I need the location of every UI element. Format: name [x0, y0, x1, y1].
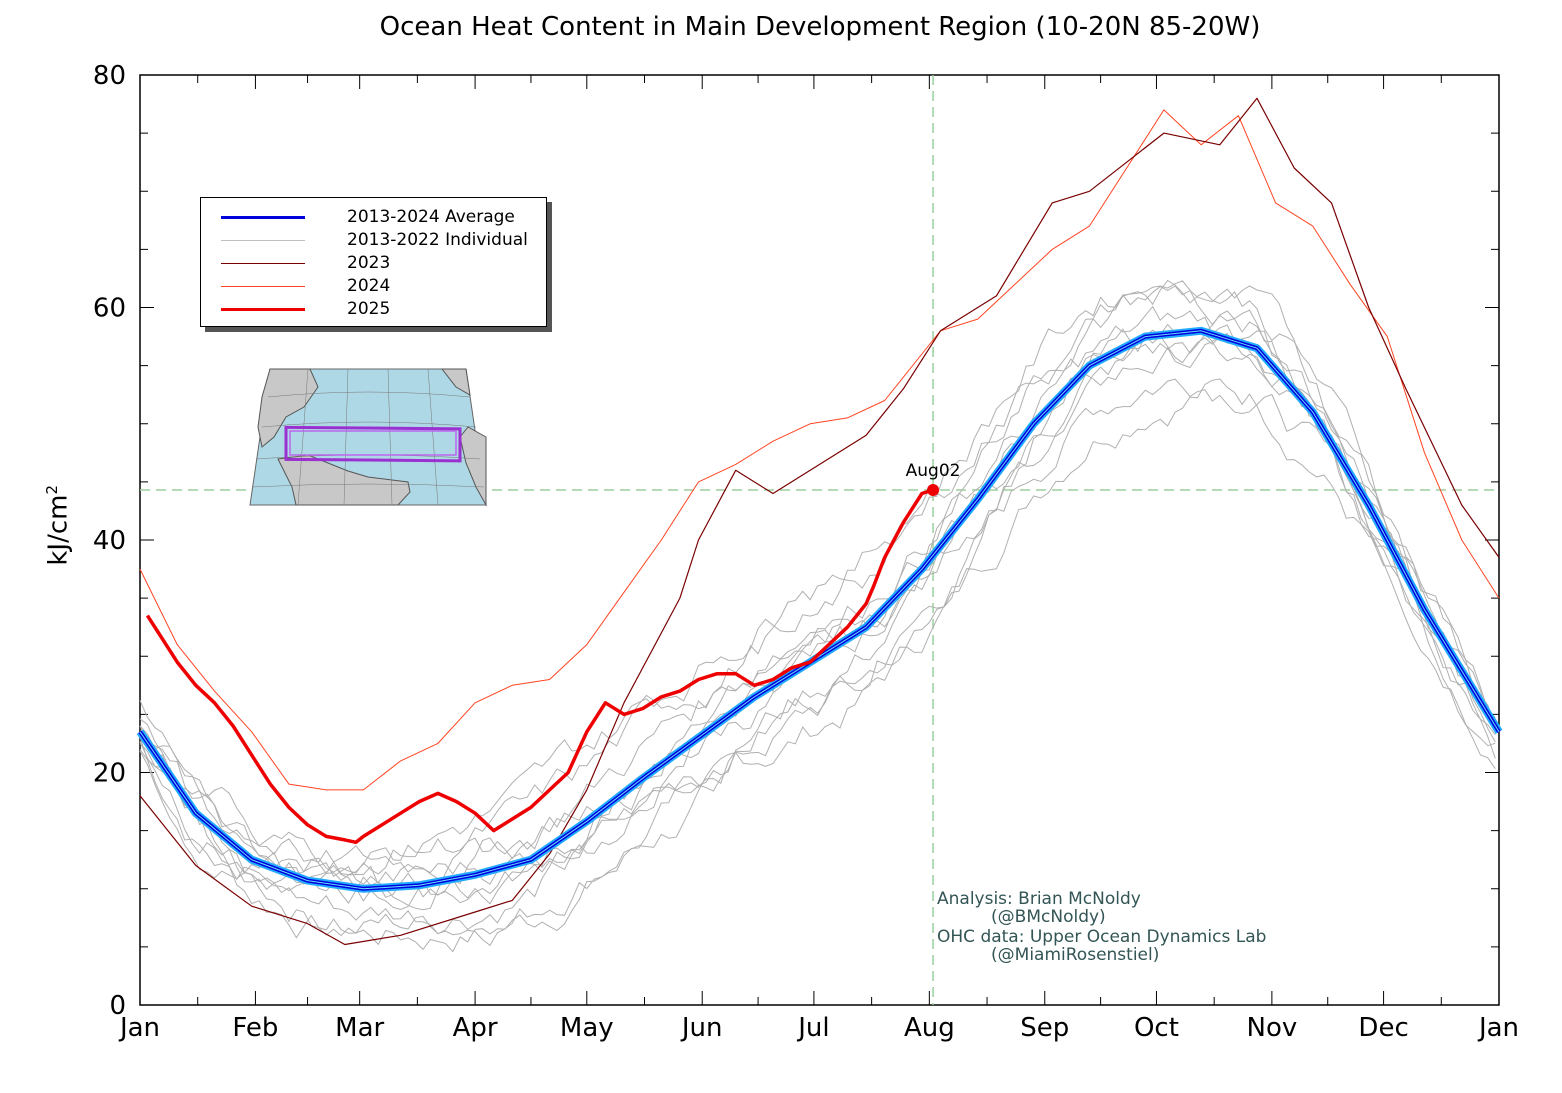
x-tick-label: Sep	[1020, 1013, 1069, 1043]
x-tick-label: Nov	[1247, 1013, 1298, 1043]
legend-swatch	[221, 215, 305, 219]
credit-analysis: Analysis: Brian McNoldy	[937, 889, 1141, 909]
x-tick-label: Jan	[118, 1013, 160, 1043]
series-2024-line	[139, 109, 1500, 791]
individual-year-line	[139, 378, 1496, 953]
x-tick-label: Mar	[335, 1013, 384, 1043]
point-label: Aug02	[906, 461, 961, 481]
legend-entry: 2024	[221, 275, 390, 297]
x-tick-label: Jan	[1477, 1013, 1519, 1043]
individual-year-line	[139, 310, 1496, 911]
x-tick-label: Oct	[1134, 1013, 1179, 1043]
legend-label: 2025	[347, 299, 391, 319]
individual-year-line	[139, 341, 1496, 935]
credit-data: OHC data: Upper Ocean Dynamics Lab	[937, 927, 1267, 947]
legend-swatch	[221, 307, 305, 311]
individual-year-line	[139, 305, 1496, 885]
legend-entry: 2023	[221, 252, 390, 274]
individual-year-line	[139, 280, 1496, 885]
y-tick-label: 20	[93, 759, 126, 789]
legend-entry: 2013-2024 Average	[221, 206, 515, 228]
individual-year-line	[139, 279, 1496, 875]
legend-label: 2024	[347, 276, 391, 296]
y-tick-label: 0	[109, 991, 126, 1021]
x-tick-label: Apr	[453, 1013, 498, 1043]
individual-year-line	[139, 378, 1496, 947]
legend-swatch	[221, 262, 305, 264]
current-point	[927, 484, 940, 497]
credit-data-handle: (@MiamiRosenstiel)	[937, 945, 1160, 965]
series-2025-line	[145, 488, 934, 845]
x-tick-label: Aug	[904, 1013, 955, 1043]
y-tick-label: 80	[93, 61, 126, 91]
legend-label: 2013-2024 Average	[347, 207, 515, 227]
series-2023-line	[139, 97, 1500, 946]
legend: 2013-2024 Average 2013-2022 Individual 202…	[200, 197, 547, 327]
legend-entry: 2025	[221, 298, 390, 320]
individual-year-line	[139, 285, 1496, 876]
credit-analysis-handle: (@BMcNoldy)	[937, 907, 1106, 927]
x-tick-label: Jun	[680, 1013, 723, 1043]
x-tick-label: Dec	[1358, 1013, 1408, 1043]
region-map	[249, 368, 487, 507]
legend-swatch	[221, 285, 305, 287]
x-tick-label: Feb	[232, 1013, 278, 1043]
y-tick-label: 40	[93, 526, 126, 556]
x-tick-label: May	[560, 1013, 614, 1043]
chart-title: Ocean Heat Content in Main Development R…	[379, 12, 1261, 42]
y-tick-label: 60	[93, 294, 126, 324]
x-tick-label: Jul	[796, 1013, 829, 1043]
individual-year-line	[139, 328, 1496, 911]
legend-label: 2013-2022 Individual	[347, 230, 528, 250]
legend-swatch	[221, 239, 305, 241]
legend-label: 2023	[347, 253, 391, 273]
legend-entry: 2013-2022 Individual	[221, 229, 528, 251]
